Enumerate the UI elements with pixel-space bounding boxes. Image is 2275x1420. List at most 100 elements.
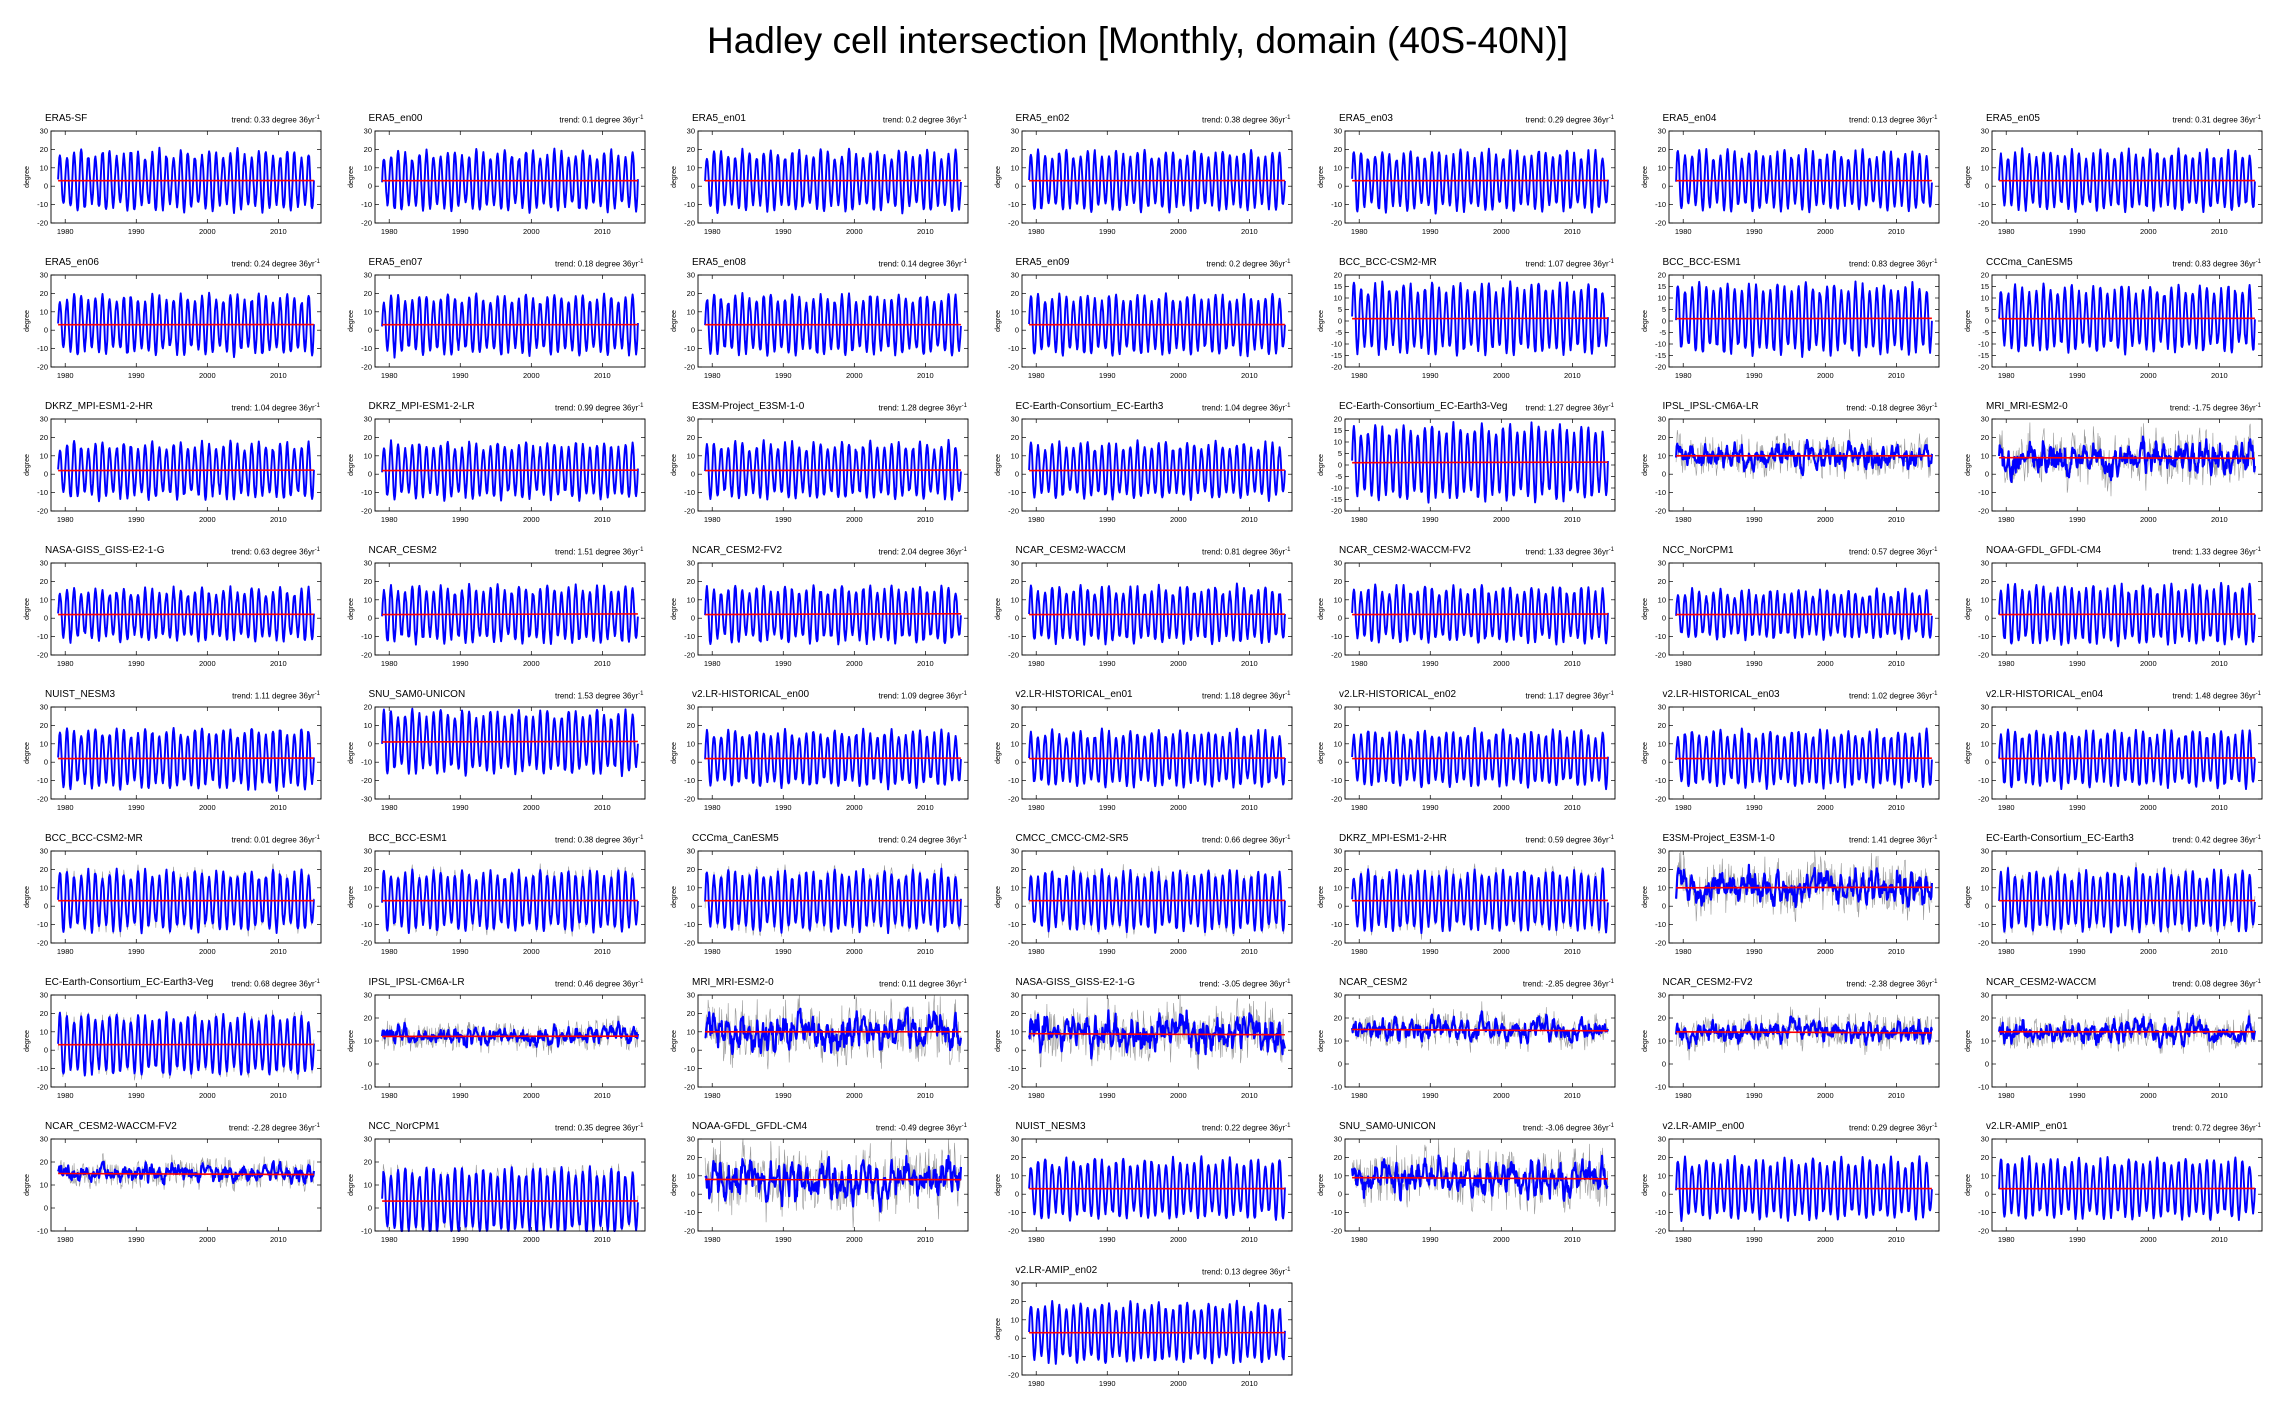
y-tick-label: -10 xyxy=(1008,1208,1019,1217)
y-tick-label: 10 xyxy=(40,307,48,316)
panel-trend-label: trend: 0.29 degree 36yr-1 xyxy=(1525,115,1614,125)
y-tick-label: 30 xyxy=(1010,559,1018,568)
y-tick-label: 10 xyxy=(1981,1037,1989,1046)
panel-title: NOAA-GFDL_GFDL-CM4 xyxy=(1986,545,2102,556)
panel-plot: degree -20 -10 0 10 20 30 1980 1990 2000 2010 xyxy=(1965,415,2263,524)
y-tick-label: 10 xyxy=(1981,163,1989,172)
x-tick-label: 2000 xyxy=(199,659,216,668)
y-tick-label: 10 xyxy=(363,595,371,604)
y-tick-label: 10 xyxy=(1657,883,1665,892)
y-tick-label: 10 xyxy=(1334,739,1342,748)
trend-line xyxy=(705,612,961,616)
series-line xyxy=(1027,1009,1286,1060)
y-tick-label: -20 xyxy=(37,219,48,228)
x-tick-label: 1980 xyxy=(1998,803,2015,812)
panel-plot: degree -20 -10 0 10 20 30 1980 1990 2000 2010 xyxy=(671,415,969,524)
panel-trend-label: trend: 0.99 degree 36yr-1 xyxy=(554,403,644,413)
x-tick-label: 2010 xyxy=(1241,803,1258,812)
x-tick-label: 2000 xyxy=(522,659,539,668)
y-tick-label: -10 xyxy=(37,488,48,497)
y-tick-label: 20 xyxy=(1334,865,1342,874)
chart-panel: DKRZ_MPI-ESM1-2-HR trend: 0.59 degree 36y… xyxy=(1316,827,1628,962)
plot-frame xyxy=(50,1138,322,1232)
y-axis-label: degree xyxy=(348,598,355,620)
x-tick-label: 1980 xyxy=(704,803,721,812)
y-tick-label: -10 xyxy=(684,488,695,497)
plot-frame xyxy=(697,562,969,656)
y-tick-label: 0 xyxy=(1338,614,1342,623)
panel-trend-label: trend: -1.75 degree 36yr-1 xyxy=(2169,403,2261,413)
y-tick-label: 20 xyxy=(40,145,48,154)
x-tick-label: 1980 xyxy=(1351,371,1368,380)
panel-trend-label: trend: 0.18 degree 36yr-1 xyxy=(554,259,644,269)
panel-title: ERA5_en08 xyxy=(692,257,746,268)
panel-title: v2.LR-HISTORICAL_en01 xyxy=(1015,689,1133,700)
y-tick-label: 20 xyxy=(1010,1297,1018,1306)
x-tick-label: 1990 xyxy=(128,227,145,236)
y-tick-label: 30 xyxy=(1010,1135,1018,1144)
y-tick-label: 30 xyxy=(1657,415,1665,424)
chart-panel: NCAR_CESM2-WACCM-FV2 trend: -2.28 degree … xyxy=(22,1115,334,1250)
y-tick-label: 30 xyxy=(1981,559,1989,568)
x-tick-label: 2010 xyxy=(594,515,611,524)
y-tick-label: 0 xyxy=(1985,470,1989,479)
plot-frame xyxy=(1991,562,2263,656)
panel-plot: degree -20 -10 0 10 20 30 1980 1990 2000 2010 xyxy=(348,847,645,956)
y-tick-label: -10 xyxy=(1978,776,1989,785)
y-tick-label: -20 xyxy=(1008,795,1019,804)
x-tick-label: 2000 xyxy=(1169,947,1186,956)
panel-trend-label: trend: -0.49 degree 36yr-1 xyxy=(875,1123,967,1133)
y-tick-label: 30 xyxy=(687,415,695,424)
y-tick-label: 30 xyxy=(40,703,48,712)
y-axis-label: degree xyxy=(348,742,355,764)
x-tick-label: 1980 xyxy=(57,659,74,668)
y-tick-label: -20 xyxy=(1331,219,1342,228)
x-tick-label: 2010 xyxy=(917,947,934,956)
y-tick-label: 30 xyxy=(363,847,371,856)
y-axis-label: degree xyxy=(995,598,1002,620)
plot-frame xyxy=(1344,850,1616,944)
y-tick-label: -10 xyxy=(1008,632,1019,641)
y-tick-label: -20 xyxy=(1978,363,1989,372)
y-tick-label: 30 xyxy=(40,1135,48,1144)
panel-plot: degree -20 -10 0 10 20 30 1980 1990 2000 2010 xyxy=(671,1135,969,1244)
y-tick-label: 30 xyxy=(1010,991,1018,1000)
y-tick-label: 10 xyxy=(687,451,695,460)
x-tick-label: 2010 xyxy=(917,659,934,668)
y-tick-label: 30 xyxy=(40,271,48,280)
x-tick-label: 2010 xyxy=(1564,1235,1581,1244)
x-tick-label: 1980 xyxy=(380,803,397,812)
panel-title: IPSL_IPSL-CM6A-LR xyxy=(1662,401,1759,412)
chart-panel: ERA5_en04 trend: 0.13 degree 36yr-1 degree… xyxy=(1640,107,1952,242)
y-tick-label: -15 xyxy=(1331,495,1342,504)
y-tick-label: 10 xyxy=(40,1181,48,1190)
y-tick-label: 30 xyxy=(363,991,371,1000)
plot-frame xyxy=(50,274,322,368)
y-tick-label: -20 xyxy=(684,795,695,804)
y-tick-label: 20 xyxy=(40,865,48,874)
y-tick-label: -10 xyxy=(1331,200,1342,209)
chart-panel: BCC_BCC-ESM1 trend: 0.83 degree 36yr-1 deg… xyxy=(1640,251,1952,386)
panel-plot: degree -20 -10 0 10 20 30 1980 1990 2000 2010 xyxy=(671,559,969,668)
y-tick-label: 30 xyxy=(363,271,371,280)
y-tick-label: -10 xyxy=(37,1064,48,1073)
y-tick-label: -20 xyxy=(1655,363,1666,372)
chart-title: Hadley cell intersection [Monthly, domai… xyxy=(707,20,1568,61)
x-tick-label: 2010 xyxy=(594,227,611,236)
x-tick-label: 1980 xyxy=(1674,1235,1691,1244)
y-tick-label: 0 xyxy=(1985,614,1989,623)
y-tick-label: -20 xyxy=(1978,939,1989,948)
y-tick-label: 10 xyxy=(687,595,695,604)
y-tick-label: -20 xyxy=(1008,1083,1019,1092)
x-tick-label: 2000 xyxy=(846,803,863,812)
panel-plot: degree -20 -10 0 10 20 30 1980 1990 2000 2010 xyxy=(995,127,1292,236)
plot-frame xyxy=(1668,418,1939,512)
panel-trend-label: trend: 1.18 degree 36yr-1 xyxy=(1201,691,1291,701)
panel-trend-label: trend: 0.24 degree 36yr-1 xyxy=(878,835,967,845)
plot-frame xyxy=(697,1138,969,1232)
panel-plot: degree -20 -10 0 10 20 30 1980 1990 2000 2010 xyxy=(1318,127,1616,236)
y-tick-label: -20 xyxy=(1008,363,1019,372)
y-axis-label: degree xyxy=(995,1174,1002,1196)
y-tick-label: 0 xyxy=(691,326,695,335)
x-tick-label: 1980 xyxy=(704,227,721,236)
